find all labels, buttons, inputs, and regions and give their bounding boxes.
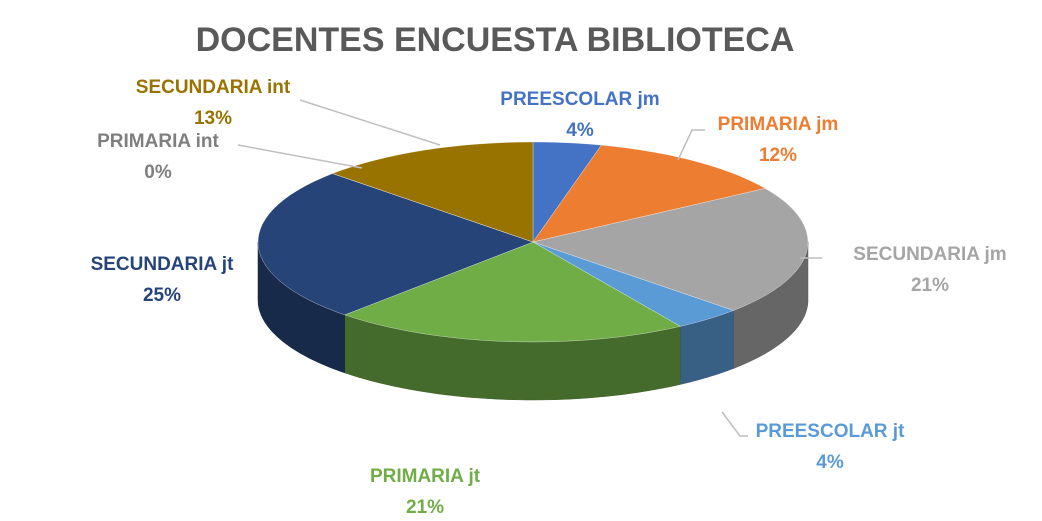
pie-slice — [532, 188, 809, 311]
slice-label: PREESCOLAR jt — [756, 421, 906, 442]
slice-value-label: 21% — [406, 497, 444, 518]
slice-value-label: 12% — [759, 145, 797, 166]
pie-slice — [532, 144, 766, 243]
slice-label: PRIMARIA jm — [718, 114, 839, 135]
leader-line — [299, 99, 441, 146]
slice-value-label: 21% — [911, 275, 949, 296]
slice-label: SECUNDARIA jm — [853, 244, 1006, 265]
pie-slice — [257, 173, 534, 316]
slice-value-label: 25% — [143, 285, 181, 306]
slice-label: PRIMARIA int — [97, 131, 219, 152]
pie — [257, 141, 809, 401]
labels: PREESCOLAR jm 4% PRIMARIA jm 12% SECUNDARIA … — [91, 77, 1007, 518]
slice-value-label: 4% — [566, 120, 594, 141]
slice-label: PRIMARIA jt — [370, 466, 481, 487]
leader-line — [677, 129, 705, 161]
leader-line — [237, 144, 363, 169]
chart-title: DOCENTES ENCUESTA BIBLIOTECA — [196, 21, 795, 59]
slice-value-label: 0% — [144, 162, 172, 183]
slice-value-label: 13% — [194, 108, 232, 129]
leader-line — [721, 411, 748, 437]
pie-slice — [532, 141, 602, 243]
slice-label: PREESCOLAR jm — [500, 89, 659, 110]
slice-label: SECUNDARIA jt — [91, 254, 235, 275]
slice-label: SECUNDARIA int — [136, 77, 291, 98]
pie-slice — [344, 241, 681, 343]
pie-slice — [532, 241, 734, 327]
slice-value-label: 4% — [816, 452, 844, 473]
